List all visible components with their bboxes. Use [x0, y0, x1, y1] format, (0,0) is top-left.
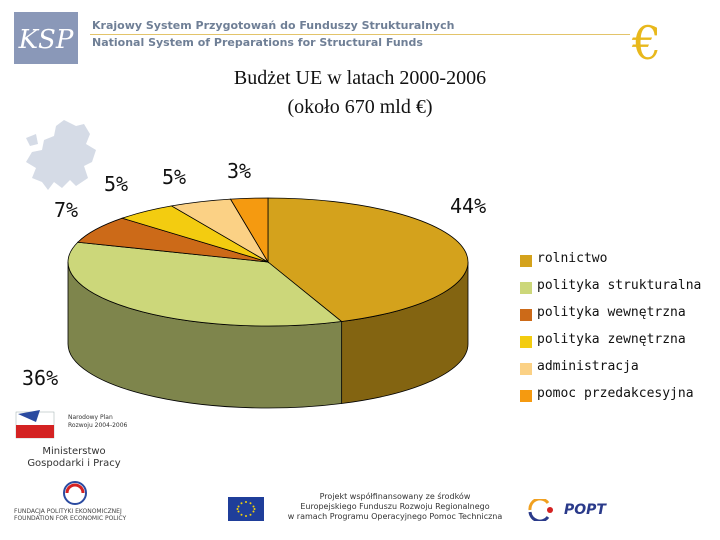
euro-symbol: € — [632, 16, 662, 70]
legend-swatch — [520, 309, 532, 321]
ksp-logo: KSP — [14, 12, 78, 64]
label-administracja: 5% — [162, 165, 187, 189]
legend-label: rolnictwo — [537, 251, 608, 266]
legend-swatch — [520, 255, 532, 267]
pie-slice-polityka-strukturalna — [67, 241, 343, 327]
popt-logo-icon — [528, 499, 553, 521]
foundation-line-1: FUNDACJA POLITYKI EKONOMICZNEJ — [14, 508, 122, 515]
project-line-2: Europejskiego Funduszu Rozwoju Regionaln… — [300, 502, 490, 511]
popt-wordmark: POPT — [564, 502, 606, 518]
project-line-1: Projekt współfinansowany ze środków — [319, 492, 471, 501]
eu-flag-icon — [228, 497, 264, 521]
label-polityka-strukturalna: 36% — [22, 366, 59, 390]
ministry-line-2: Gospodarki i Pracy — [27, 458, 121, 469]
npr-line-1: Narodowy Plan — [68, 414, 113, 421]
legend-label: pomoc przedakcesyjna — [537, 386, 694, 401]
header-rule — [90, 34, 630, 35]
legend-swatch — [520, 282, 532, 294]
label-rolnictwo: 44% — [450, 194, 487, 218]
ksp-logo-text: KSP — [18, 25, 74, 55]
project-line-3: w ramach Programu Operacyjnego Pomoc Tec… — [287, 512, 503, 521]
label-polityka-zewnetrzna: 5% — [104, 172, 129, 196]
chart-title: Budżet UE w latach 2000-2006 — [233, 67, 487, 89]
header-banner: KSP Krajowy System Przygotowań do Fundus… — [0, 0, 720, 66]
legend-label: polityka zewnętrzna — [537, 332, 686, 347]
chart-subtitle: (około 670 mld €) — [287, 96, 433, 118]
legend-swatch — [520, 336, 532, 348]
npr-logo: Narodowy Plan Rozwoju 2004-2006 — [14, 408, 134, 448]
europe-map-watermark — [26, 120, 96, 190]
npr-flag-icon — [15, 410, 55, 439]
label-polityka-wewnetrzna: 7% — [54, 198, 79, 222]
legend-label: polityka strukturalna — [537, 278, 702, 293]
fpe-logo — [63, 481, 87, 505]
label-pomoc-przedakcesyjna: 3% — [227, 159, 252, 183]
org-name-pl: Krajowy System Przygotowań do Funduszy S… — [92, 19, 455, 32]
legend-swatch — [520, 363, 532, 375]
org-name-en: National System of Preparations for Stru… — [92, 36, 423, 49]
legend-label: administracja — [537, 359, 639, 374]
ministry-name: Ministerstwo Gospodarki i Pracy — [14, 446, 134, 470]
legend-swatch — [520, 390, 532, 402]
legend-label: polityka wewnętrzna — [537, 305, 686, 320]
foundation-line-2: FOUNDATION FOR ECONOMIC POLICY — [14, 515, 127, 522]
ministry-line-1: Ministerstwo — [42, 446, 106, 457]
npr-line-2: Rozwoju 2004-2006 — [68, 422, 128, 429]
pie-slice-rolnictwo — [267, 197, 469, 322]
pie-slice-pomoc-przedakcesyjna — [229, 197, 269, 264]
pie-tops — [67, 197, 469, 327]
